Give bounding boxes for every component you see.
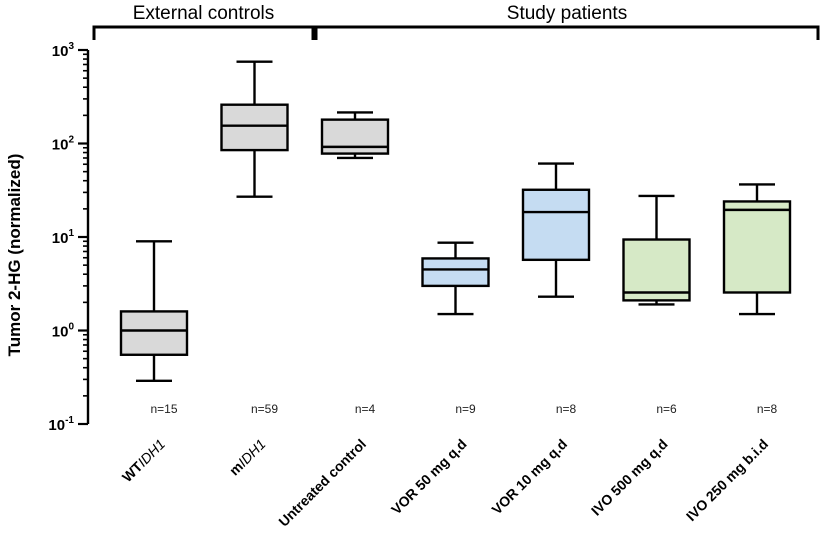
- group-label: Study patients: [507, 3, 627, 24]
- x-category-label: mIDH1: [226, 436, 269, 479]
- iqr-box: [421, 257, 490, 288]
- box-5: [622, 194, 691, 306]
- boxes: [119, 60, 792, 382]
- group-bracket: [314, 25, 820, 40]
- category-label-text: Untreated control: [275, 436, 369, 530]
- group-label: External controls: [133, 3, 275, 24]
- n-label: n=9: [455, 402, 476, 416]
- n-label: n=4: [355, 402, 376, 416]
- y-tick-label: 10-1: [48, 415, 74, 434]
- y-axis: 10-1 100 101 102 103: [48, 41, 90, 434]
- iqr-box: [722, 200, 792, 294]
- box-0: [119, 240, 189, 382]
- x-category-label: IVO 250 mg b.i.d: [683, 436, 771, 524]
- n-label: n=15: [150, 402, 177, 416]
- x-category-label: VOR 50 mg q.d: [388, 436, 470, 518]
- iqr-box: [220, 103, 289, 152]
- y-tick-label: 100: [52, 322, 75, 341]
- iqr-box: [119, 310, 189, 356]
- box-2: [320, 111, 390, 160]
- x-category-label: WTIDH1: [119, 436, 168, 485]
- box-1: [220, 60, 289, 198]
- x-axis-category-labels: WTIDH1 mIDH1 Untreated control VOR 50 mg q.…: [119, 436, 771, 530]
- category-label-text: VOR 10 mg q.d: [488, 436, 570, 518]
- category-label-text: IVO 250 mg b.i.d: [683, 436, 771, 524]
- box-4: [521, 162, 591, 298]
- box-6: [722, 183, 792, 316]
- box-3: [421, 241, 490, 316]
- sample-size-labels: n=15 n=59 n=4 n=9 n=8 n=6 n=8: [150, 402, 777, 416]
- category-label-gene: IDH1: [235, 436, 269, 470]
- x-category-label: VOR 10 mg q.d: [488, 436, 570, 518]
- iqr-box: [521, 188, 591, 262]
- category-label-text: IVO 500 mg q.d: [588, 436, 671, 519]
- y-tick-label: 102: [52, 135, 75, 154]
- y-tick-label: 101: [52, 228, 75, 247]
- group-brackets: External controls Study patients: [92, 3, 820, 40]
- iqr-box: [622, 238, 691, 302]
- category-label-text: VOR 50 mg q.d: [388, 436, 470, 518]
- group-bracket: [92, 25, 315, 40]
- n-label: n=8: [757, 402, 778, 416]
- iqr-box: [320, 118, 390, 155]
- n-label: n=59: [251, 402, 278, 416]
- n-label: n=8: [556, 402, 577, 416]
- x-category-label: IVO 500 mg q.d: [588, 436, 671, 519]
- category-label-gene: IDH1: [134, 436, 168, 470]
- x-category-label: Untreated control: [275, 436, 369, 530]
- y-tick-label: 103: [52, 41, 75, 60]
- y-axis-label: Tumor 2-HG (normalized): [5, 154, 24, 357]
- n-label: n=6: [656, 402, 677, 416]
